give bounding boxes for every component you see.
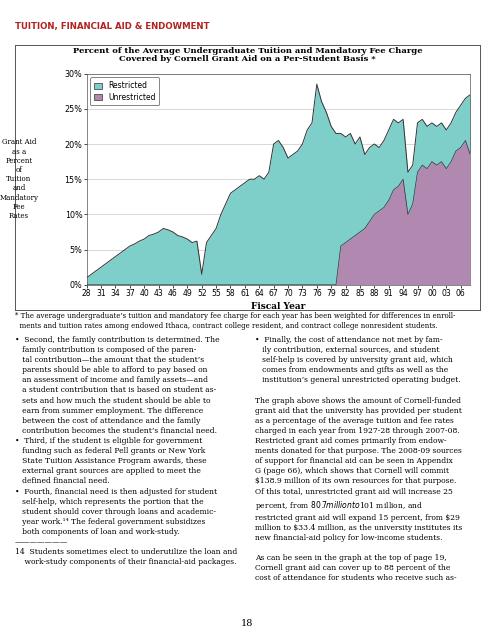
Text: TUITION, FINANCIAL AID & ENDOWMENT: TUITION, FINANCIAL AID & ENDOWMENT — [15, 22, 209, 31]
Text: •  Second, the family contribution is determined. The
   family contribution is : • Second, the family contribution is det… — [15, 336, 237, 566]
Text: * The average undergraduate’s tuition and mandatory fee charge for each year has: * The average undergraduate’s tuition an… — [15, 312, 455, 330]
Text: 18: 18 — [242, 620, 253, 628]
Text: Covered by Cornell Grant Aid on a Per-Student Basis *: Covered by Cornell Grant Aid on a Per-St… — [119, 55, 376, 63]
X-axis label: Fiscal Year: Fiscal Year — [251, 302, 305, 311]
Text: Percent of the Average Undergraduate Tuition and Mandatory Fee Charge: Percent of the Average Undergraduate Tui… — [73, 47, 422, 56]
Text: Grant Aid
as a
Percent
of
Tuition
and
Mandatory
Fee
Rates: Grant Aid as a Percent of Tuition and Ma… — [0, 138, 38, 220]
Legend: Restricted, Unrestricted: Restricted, Unrestricted — [91, 77, 159, 106]
Text: •  Finally, the cost of attendance not met by fam-
   ily contribution, external: • Finally, the cost of attendance not me… — [255, 336, 462, 582]
